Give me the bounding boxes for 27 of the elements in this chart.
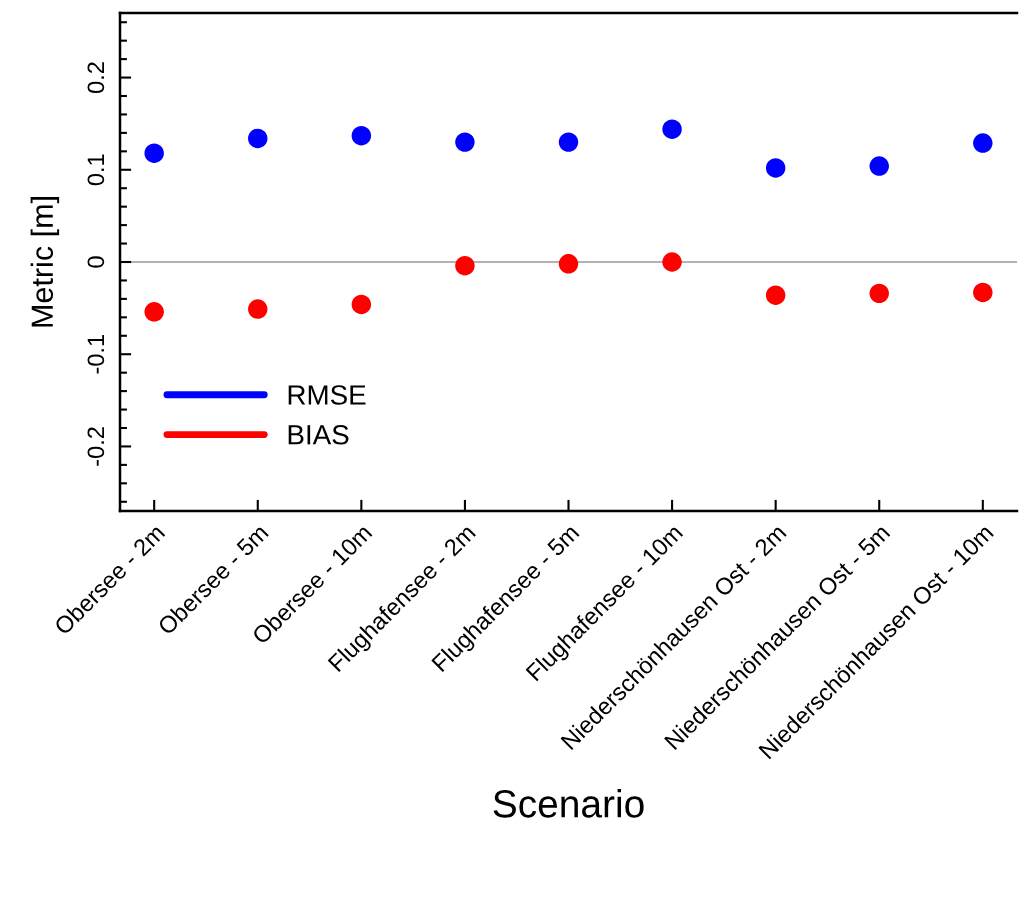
point [765, 158, 786, 178]
point [973, 133, 993, 153]
y-tick-label: -0.2 [87, 427, 105, 466]
point [248, 299, 268, 319]
y-axis-title: Metric [m] [30, 197, 60, 327]
y-tick-label: -0.1 [87, 335, 105, 374]
point [144, 302, 164, 322]
legend-label: BIAS [288, 424, 349, 445]
legend-label: RMSE [288, 385, 366, 405]
point [558, 254, 579, 274]
point [455, 132, 475, 152]
point [973, 282, 993, 303]
point [351, 294, 372, 315]
point [455, 255, 475, 276]
point [144, 143, 164, 163]
point [869, 283, 889, 304]
point [662, 119, 682, 139]
point [662, 252, 682, 272]
point [765, 285, 786, 305]
point [351, 125, 372, 146]
y-tick-label: 0.2 [87, 62, 105, 94]
point [248, 128, 268, 149]
point [558, 132, 579, 152]
y-tick-label: 0.1 [87, 154, 105, 186]
x-axis-title: Scenario [493, 789, 644, 818]
point [869, 156, 889, 176]
y-tick-label: 0 [87, 256, 105, 268]
